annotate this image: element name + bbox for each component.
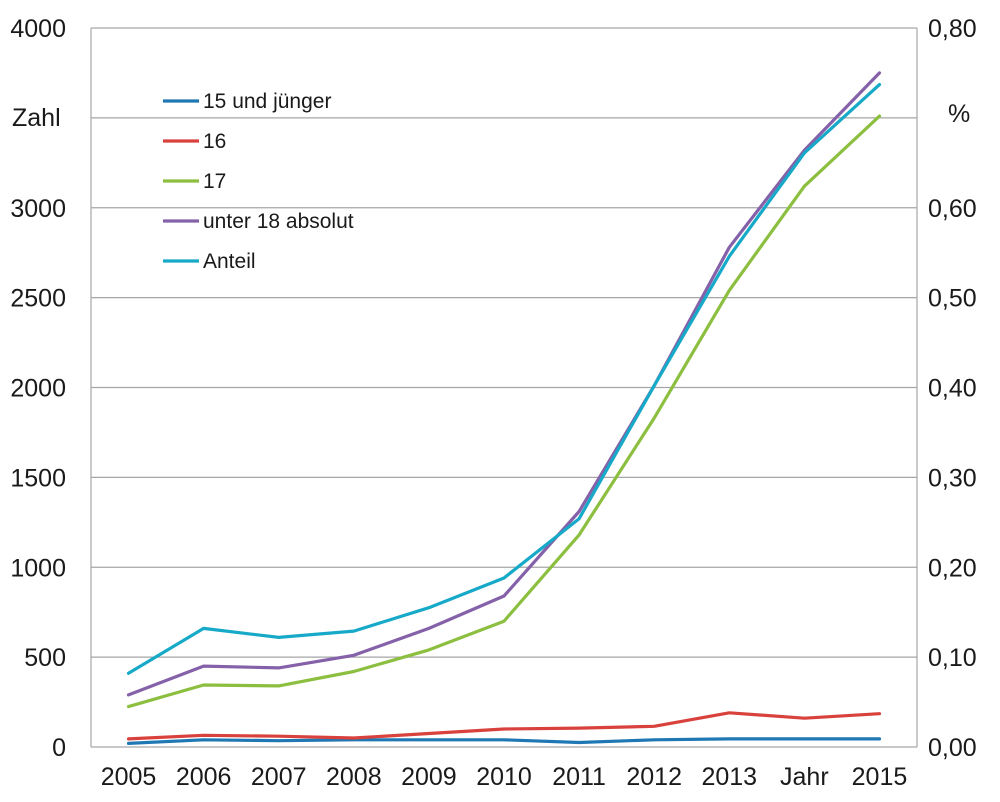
right-tick-label: 0,00 bbox=[928, 734, 977, 762]
x-tick-label: 2005 bbox=[101, 763, 157, 791]
x-tick-label: 2011 bbox=[552, 763, 606, 791]
series-line bbox=[126, 737, 882, 746]
right-tick-label: 0,80 bbox=[928, 15, 977, 43]
series-line bbox=[126, 82, 882, 675]
series-line bbox=[126, 114, 882, 709]
legend-label: 15 und jünger bbox=[203, 90, 331, 113]
legend-label: Anteil bbox=[203, 250, 256, 273]
x-tick-label: 2015 bbox=[852, 763, 908, 791]
right-tick-label: 0,40 bbox=[928, 375, 977, 403]
right-tick-label: 0,50 bbox=[928, 285, 977, 313]
axes bbox=[90, 28, 918, 748]
left-tick-label: 2500 bbox=[10, 285, 66, 313]
x-tick-label: 2006 bbox=[176, 763, 232, 791]
x-tick-label: Jahr bbox=[780, 763, 829, 791]
x-tick-label: 2009 bbox=[401, 763, 457, 791]
x-tick-label: 2008 bbox=[326, 763, 382, 791]
right-tick-label: 0,20 bbox=[928, 554, 977, 582]
right-axis-ticks: 0,00 0,10 0,20 0,30 0,40 0,50 0,60 0,80 bbox=[928, 15, 977, 762]
x-tick-label: 2013 bbox=[701, 763, 757, 791]
left-tick-label: 500 bbox=[24, 644, 66, 672]
left-tick-label: 4000 bbox=[10, 15, 66, 43]
left-tick-label: 1000 bbox=[10, 554, 66, 582]
left-tick-label: 3000 bbox=[10, 195, 66, 223]
right-tick-label: 0,60 bbox=[928, 195, 977, 223]
legend: 15 und jünger 16 17 unter 18 absolut Anteil bbox=[163, 90, 354, 273]
right-tick-label: 0,30 bbox=[928, 464, 977, 492]
legend-label: unter 18 absolut bbox=[203, 210, 354, 233]
left-tick-label: 0 bbox=[52, 734, 66, 762]
series-line bbox=[126, 711, 882, 741]
legend-label: 17 bbox=[203, 170, 226, 193]
series-line bbox=[126, 71, 882, 697]
left-axis-label: Zahl bbox=[12, 104, 61, 132]
right-axis-label: % bbox=[948, 100, 970, 128]
x-axis-ticks: 2005 2006 2007 2008 2009 2010 2011 2012 2013 Jahr… bbox=[101, 763, 908, 791]
x-tick-label: 2012 bbox=[626, 763, 682, 791]
legend-label: 16 bbox=[203, 130, 226, 153]
x-tick-label: 2007 bbox=[251, 763, 307, 791]
grid-lines bbox=[91, 27, 917, 658]
x-tick-label: 2010 bbox=[476, 763, 532, 791]
left-axis-ticks: 0 500 1000 1500 2000 2500 3000 4000 bbox=[10, 15, 66, 762]
series-lines bbox=[126, 71, 882, 746]
left-tick-label: 2000 bbox=[10, 375, 66, 403]
left-tick-label: 1500 bbox=[10, 464, 66, 492]
right-tick-label: 0,10 bbox=[928, 644, 977, 672]
